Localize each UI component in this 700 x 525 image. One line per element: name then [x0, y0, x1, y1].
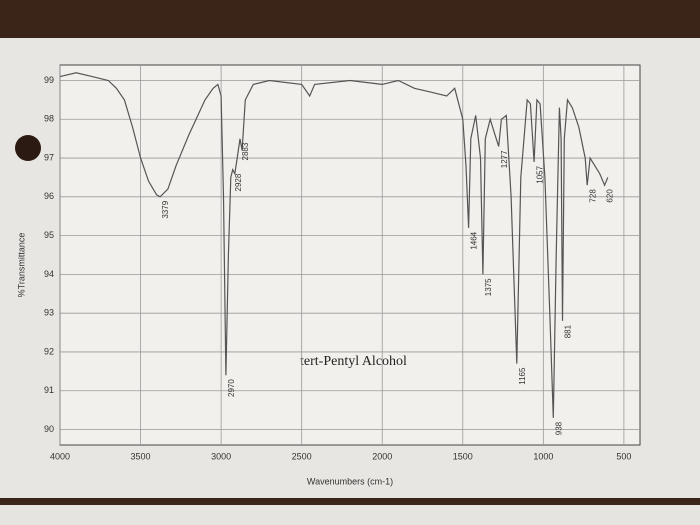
next-paper — [0, 505, 700, 525]
x-tick-label: 1000 — [533, 451, 553, 461]
plot-frame — [59, 64, 641, 446]
y-tick-label: 93 — [44, 308, 54, 318]
y-tick-label: 99 — [44, 75, 54, 85]
x-tick-label: 2000 — [372, 451, 392, 461]
peak-label: 728 — [588, 189, 597, 203]
x-tick-label: 1500 — [453, 451, 473, 461]
y-tick-label: 91 — [44, 385, 54, 395]
peak-label: 1375 — [484, 278, 493, 296]
punch-hole — [15, 135, 41, 161]
peak-label: 2970 — [227, 379, 236, 397]
peak-label: 3379 — [161, 200, 170, 218]
peak-label: 2883 — [241, 142, 250, 160]
y-tick-label: 94 — [44, 269, 54, 279]
peak-label: 881 — [564, 324, 573, 338]
peak-label: 1165 — [518, 367, 527, 385]
y-tick-label: 92 — [44, 346, 54, 356]
x-tick-label: 500 — [616, 451, 631, 461]
peak-label: 1057 — [535, 165, 544, 183]
x-tick-label: 2500 — [292, 451, 312, 461]
y-tick-label: 90 — [44, 424, 54, 434]
y-tick-label: 96 — [44, 191, 54, 201]
peak-label: 620 — [606, 189, 615, 203]
peak-label: 2928 — [234, 173, 243, 191]
peak-label: 938 — [554, 421, 563, 435]
y-tick-label: 98 — [44, 114, 54, 124]
y-axis-label: %Transmittance — [16, 233, 26, 298]
y-tick-label: 95 — [44, 230, 54, 240]
spectrum-line — [59, 72, 609, 418]
x-axis-label: Wavenumbers (cm-1) — [307, 476, 393, 486]
x-tick-label: 3500 — [131, 451, 151, 461]
peak-label: 1464 — [470, 231, 479, 249]
x-tick-label: 4000 — [50, 451, 70, 461]
annotation: tert-Pentyl Alcohol — [300, 354, 407, 369]
y-tick-label: 97 — [44, 152, 54, 162]
x-tick-label: 3000 — [211, 451, 231, 461]
peak-label: 1277 — [500, 150, 509, 168]
